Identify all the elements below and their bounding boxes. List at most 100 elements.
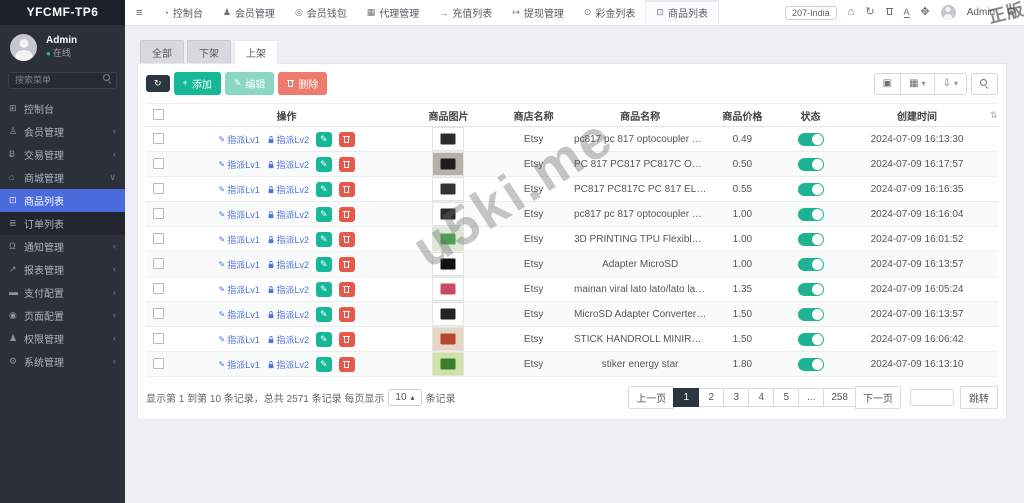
row-checkbox[interactable] bbox=[153, 233, 165, 245]
assign-lv1-link[interactable]: ✎ 指派Lv1 bbox=[218, 334, 260, 345]
delete-row-button[interactable] bbox=[338, 331, 355, 347]
refresh-button[interactable]: ↻ bbox=[146, 75, 170, 92]
status-tab[interactable]: 上架 bbox=[234, 40, 278, 64]
sidebar-menu-item[interactable]: ♙ 会员管理 ‹ bbox=[0, 120, 125, 143]
export-button[interactable]: ⇩ ▾ bbox=[933, 72, 967, 95]
assign-lv1-link[interactable]: ✎ 指派Lv1 bbox=[218, 209, 260, 220]
topnav-item[interactable]: ◔ 控制台 bbox=[153, 0, 212, 25]
sidebar-menu-item[interactable]: ▬ 支付配置 ‹ bbox=[0, 281, 125, 304]
delete-row-button[interactable] bbox=[338, 356, 355, 372]
delete-button[interactable]: 删除 bbox=[278, 72, 328, 95]
sidebar-menu-item[interactable]: ⊞ 控制台 bbox=[0, 97, 125, 120]
topnav-item[interactable]: ▦ 代理管理 bbox=[357, 0, 430, 25]
edit-row-button[interactable]: ✎ bbox=[315, 206, 332, 222]
page-button[interactable]: 2 bbox=[698, 388, 725, 407]
edit-row-button[interactable]: ✎ bbox=[315, 156, 332, 172]
sidebar-menu-item[interactable]: ↗ 报表管理 ‹ bbox=[0, 258, 125, 281]
edit-row-button[interactable]: ✎ bbox=[315, 281, 332, 297]
columns-button[interactable]: ▦ ▾ bbox=[900, 72, 935, 95]
status-toggle[interactable] bbox=[797, 232, 824, 246]
sidebar-menu-item[interactable]: Ƀ 交易管理 ‹ bbox=[0, 143, 125, 166]
menu-search-input[interactable] bbox=[8, 71, 117, 89]
edit-row-button[interactable]: ✎ bbox=[315, 306, 332, 322]
assign-lv2-link[interactable]: 指派Lv2 bbox=[267, 358, 309, 371]
search-toggle-button[interactable] bbox=[971, 72, 998, 95]
status-tab[interactable]: 下架 bbox=[187, 40, 231, 63]
home-icon[interactable]: ⌂ bbox=[847, 6, 855, 18]
edit-row-button[interactable]: ✎ bbox=[315, 256, 332, 272]
page-jump-button[interactable]: 跳转 bbox=[960, 386, 998, 409]
card-view-button[interactable]: ▣ bbox=[873, 72, 902, 95]
page-button[interactable]: 上一页 bbox=[628, 386, 675, 409]
status-tab[interactable]: 全部 bbox=[140, 40, 184, 63]
sidebar-menu-item[interactable]: ◉ 页面配置 ‹ bbox=[0, 304, 125, 327]
edit-row-button[interactable]: ✎ bbox=[315, 181, 332, 197]
delete-row-button[interactable] bbox=[338, 131, 355, 147]
status-toggle[interactable] bbox=[797, 282, 824, 296]
page-button[interactable]: ... bbox=[798, 388, 825, 407]
assign-lv1-link[interactable]: ✎ 指派Lv1 bbox=[218, 359, 260, 370]
add-button[interactable]: + 添加 bbox=[173, 72, 221, 95]
edit-row-button[interactable]: ✎ bbox=[315, 131, 332, 147]
select-all-checkbox[interactable] bbox=[153, 109, 165, 121]
page-button[interactable]: 1 bbox=[673, 388, 700, 407]
assign-lv1-link[interactable]: ✎ 指派Lv1 bbox=[218, 259, 260, 270]
edit-row-button[interactable]: ✎ bbox=[315, 331, 332, 347]
refresh-icon[interactable]: ↻ bbox=[865, 6, 875, 18]
row-checkbox[interactable] bbox=[153, 283, 165, 295]
delete-row-button[interactable] bbox=[338, 281, 355, 297]
sort-icon[interactable]: ⇅ bbox=[989, 109, 998, 120]
topnav-item[interactable]: ◎ 会员钱包 bbox=[285, 0, 357, 25]
row-checkbox[interactable] bbox=[153, 333, 165, 345]
delete-row-button[interactable] bbox=[338, 231, 355, 247]
avatar[interactable] bbox=[10, 34, 37, 61]
sidebar-menu-item[interactable]: Ω 通知管理 ‹ bbox=[0, 235, 125, 258]
sidebar-menu-item[interactable]: ≣ 订单列表 bbox=[0, 211, 125, 235]
avatar[interactable] bbox=[940, 5, 956, 20]
trash-icon[interactable] bbox=[885, 7, 893, 18]
row-checkbox[interactable] bbox=[153, 183, 165, 195]
status-toggle[interactable] bbox=[797, 357, 824, 371]
sidebar-menu-item[interactable]: ⚙ 系统管理 ‹ bbox=[0, 350, 125, 373]
status-toggle[interactable] bbox=[797, 182, 824, 196]
delete-row-button[interactable] bbox=[338, 306, 355, 322]
assign-lv1-link[interactable]: ✎ 指派Lv1 bbox=[218, 134, 260, 145]
assign-lv2-link[interactable]: 指派Lv2 bbox=[267, 283, 309, 296]
assign-lv1-link[interactable]: ✎ 指派Lv1 bbox=[218, 284, 260, 295]
status-toggle[interactable] bbox=[797, 157, 824, 171]
delete-row-button[interactable] bbox=[338, 156, 355, 172]
fullscreen-icon[interactable]: ✥ bbox=[920, 6, 930, 18]
page-button[interactable]: 258 bbox=[823, 388, 856, 407]
delete-row-button[interactable] bbox=[338, 206, 355, 222]
status-toggle[interactable] bbox=[797, 207, 824, 221]
status-toggle[interactable] bbox=[797, 307, 824, 321]
row-checkbox[interactable] bbox=[153, 158, 165, 170]
assign-lv2-link[interactable]: 指派Lv2 bbox=[267, 233, 309, 246]
topnav-item[interactable]: ♟ 会员管理 bbox=[213, 0, 285, 25]
page-button[interactable]: 5 bbox=[773, 388, 800, 407]
assign-lv2-link[interactable]: 指派Lv2 bbox=[267, 333, 309, 346]
assign-lv2-link[interactable]: 指派Lv2 bbox=[267, 308, 309, 321]
delete-row-button[interactable] bbox=[338, 256, 355, 272]
topnav-item[interactable]: ⊙ 彩金列表 bbox=[574, 0, 646, 25]
sidebar-menu-item[interactable]: ⌂ 商城管理 ∨ bbox=[0, 166, 125, 189]
page-size-select[interactable]: 10 ▴ bbox=[388, 389, 422, 406]
page-button[interactable]: 4 bbox=[748, 388, 775, 407]
row-checkbox[interactable] bbox=[153, 133, 165, 145]
topnav-item[interactable]: ↦ 提现管理 bbox=[502, 0, 574, 25]
topnav-item[interactable]: → 充值列表 bbox=[429, 0, 502, 25]
edit-row-button[interactable]: ✎ bbox=[315, 356, 332, 372]
hamburger-icon[interactable]: ≡ bbox=[136, 6, 143, 19]
topnav-item[interactable]: ⊡ 商品列表 bbox=[645, 0, 719, 25]
delete-row-button[interactable] bbox=[338, 181, 355, 197]
page-jump-input[interactable] bbox=[910, 389, 954, 406]
status-toggle[interactable] bbox=[797, 332, 824, 346]
assign-lv2-link[interactable]: 指派Lv2 bbox=[267, 158, 309, 171]
assign-lv2-link[interactable]: 指派Lv2 bbox=[267, 133, 309, 146]
status-toggle[interactable] bbox=[797, 257, 824, 271]
translate-icon[interactable]: A bbox=[903, 6, 910, 18]
sidebar-menu-item[interactable]: ⊡ 商品列表 bbox=[0, 188, 125, 212]
status-toggle[interactable] bbox=[797, 132, 824, 146]
gear-icon[interactable]: ⚙ bbox=[1006, 6, 1016, 18]
assign-lv2-link[interactable]: 指派Lv2 bbox=[267, 258, 309, 271]
